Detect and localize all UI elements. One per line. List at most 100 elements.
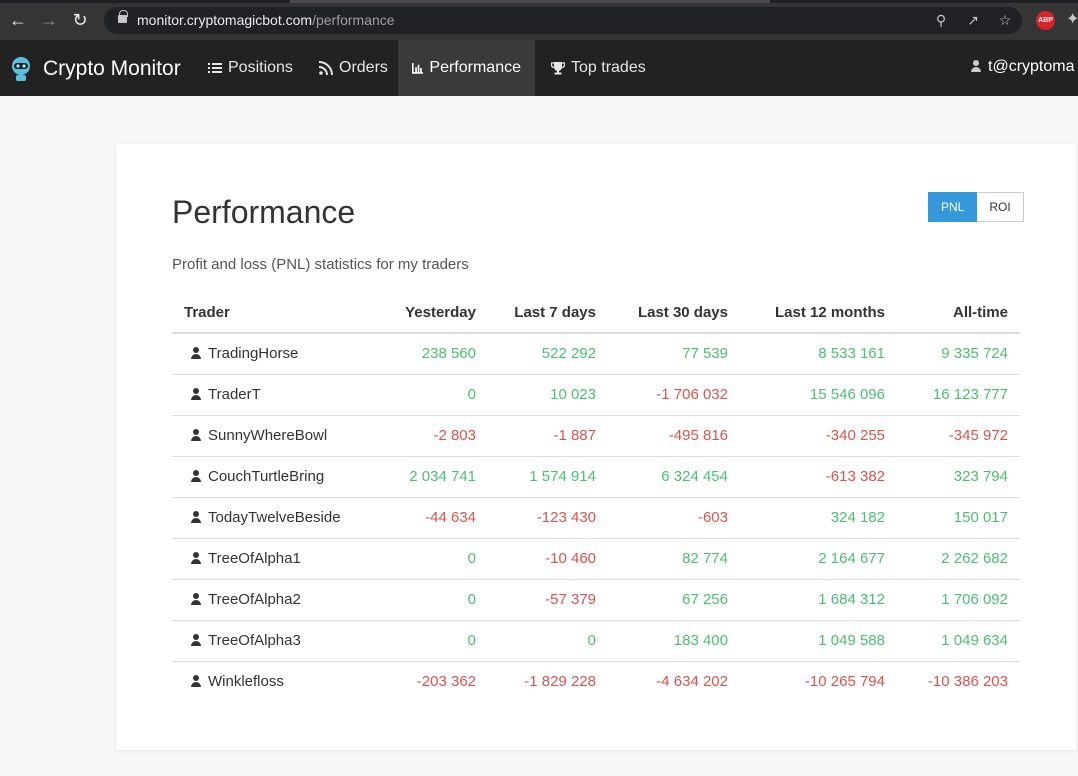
trader-name: SunnyWhereBowl [208,427,328,444]
list-icon [208,63,222,73]
pnl-value: 150 017 [897,497,1020,539]
bar-chart-icon [412,63,424,74]
nav-performance[interactable]: Performance [398,40,535,96]
adblock-icon[interactable]: ABP [1036,11,1055,30]
browser-tab-strip [290,0,770,3]
pnl-value: 0 [356,374,488,416]
trader-name: TraderT [208,386,261,403]
back-arrow-icon[interactable]: ← [9,10,27,30]
pnl-value: -10 265 794 [804,673,885,691]
trader-name: TradingHorse [208,345,299,363]
pnl-value: 2 262 682 [897,538,1020,580]
user-menu[interactable]: t@cryptoma [970,58,1074,76]
pnl-value: 183 400 [608,620,740,662]
brand-title[interactable]: Crypto Monitor [43,57,181,80]
header-yesterday[interactable]: Yesterday [356,292,488,334]
trader-cell[interactable]: TradingHorse [172,333,356,375]
user-icon [190,675,202,688]
table-row: SunnyWhereBowl -2 803 -1 887 -495 816 -3… [172,415,1020,457]
pnl-value: -57 379 [488,579,608,621]
pnl-value: 8 533 161 [740,333,897,375]
lock-icon[interactable] [118,10,128,23]
header-last-30-days[interactable]: Last 30 days [608,292,740,334]
pnl-value: 82 774 [608,538,740,580]
pnl-value: -1 887 [488,415,608,457]
trophy-icon [551,62,565,75]
table-header-row: Trader Yesterday Last 7 days Last 30 day… [172,292,1020,334]
pnl-value: 0 [488,620,608,662]
user-icon [190,388,202,400]
nav-top-trades-label: Top trades [571,59,646,76]
pnl-value: 67 256 [608,579,740,621]
pnl-toggle-button[interactable]: PNL [928,192,978,222]
user-icon [190,511,202,523]
roi-toggle-button[interactable]: ROI [977,192,1024,222]
table-row: TradingHorse 238 560 522 292 77 539 8 53… [172,333,1020,375]
page-subtitle: Profit and loss (PNL) statistics for my … [172,256,469,273]
pnl-value: -4 634 202 [656,673,728,691]
table-row: Winklefloss -203 362 -1 829 228 -4 634 2… [172,661,1020,702]
table-row: TodayTwelveBeside -44 634 -123 430 -603 … [172,497,1020,539]
nav-positions-label: Positions [228,59,293,76]
url-text[interactable]: monitor.cryptomagicbot.com/performance [137,12,395,28]
header-last-12-months[interactable]: Last 12 months [740,292,897,334]
pnl-value: 16 123 777 [897,374,1020,416]
trader-cell[interactable]: TreeOfAlpha2 [172,579,356,621]
trader-cell[interactable]: Winklefloss [172,661,356,702]
user-email: t@cryptoma [988,58,1075,75]
pnl-value: 6 324 454 [608,456,740,498]
puzzle-icon[interactable]: ✦ [1066,11,1078,28]
header-all-time[interactable]: All-time [897,292,1020,334]
header-trader[interactable]: Trader [172,292,356,334]
trader-cell[interactable]: TreeOfAlpha1 [172,538,356,580]
pnl-value: 0 [356,538,488,580]
metric-toggle: PNL ROI [928,192,1024,222]
user-icon [190,429,202,441]
pnl-value: 2 164 677 [740,538,897,580]
nav-positions[interactable]: Positions [194,40,307,96]
star-icon[interactable]: ☆ [998,12,1012,28]
pnl-value: -10 460 [488,538,608,580]
pnl-value: -203 362 [416,673,476,691]
nav-top-trades[interactable]: Top trades [537,40,660,96]
pnl-value: 238 560 [356,333,488,375]
pnl-value: -1 829 228 [524,673,596,691]
nav-orders-label: Orders [339,59,388,76]
pnl-value: -495 816 [608,415,740,457]
pnl-value: -10 386 203 [927,673,1008,691]
browser-toolbar: ← → ↻ monitor.cryptomagicbot.com/perform… [0,0,1078,40]
pnl-value: -345 972 [897,415,1020,457]
pnl-value: 77 539 [608,333,740,375]
pnl-value: 0 [356,620,488,662]
trader-cell[interactable]: TodayTwelveBeside [172,497,356,539]
pnl-value: -613 382 [740,456,897,498]
nav-orders[interactable]: Orders [305,40,402,96]
header-last-7-days[interactable]: Last 7 days [488,292,608,334]
table-row: TreeOfAlpha2 0 -57 379 67 256 1 684 312 … [172,579,1020,621]
pnl-value: 10 023 [488,374,608,416]
trader-name: TreeOfAlpha3 [208,632,301,649]
table-row: TreeOfAlpha1 0 -10 460 82 774 2 164 677 … [172,538,1020,580]
pnl-value: 522 292 [488,333,608,375]
trader-cell[interactable]: CouchTurtleBring [172,456,356,498]
key-icon[interactable]: ⚲ [935,12,947,28]
user-icon [190,552,202,564]
trader-name: CouchTurtleBring [208,468,325,485]
pnl-value: -1 706 032 [608,374,740,416]
performance-table: Trader Yesterday Last 7 days Last 30 day… [172,292,1020,702]
trader-cell[interactable]: TreeOfAlpha3 [172,620,356,662]
reload-icon[interactable]: ↻ [72,10,88,30]
user-icon [190,347,202,360]
trader-cell[interactable]: TraderT [172,374,356,416]
pnl-value: -44 634 [356,497,488,539]
forward-arrow-icon[interactable]: → [40,10,58,30]
pnl-value: 323 794 [897,456,1020,498]
pnl-value: 1 049 588 [740,620,897,662]
robot-logo-icon [12,57,30,81]
address-bar[interactable]: monitor.cryptomagicbot.com/performance ⚲… [104,7,1022,34]
trader-cell[interactable]: SunnyWhereBowl [172,415,356,457]
share-icon[interactable]: ↗ [967,12,979,28]
pnl-value: 2 034 741 [356,456,488,498]
table-row: TraderT 0 10 023 -1 706 032 15 546 096 1… [172,374,1020,416]
pnl-value: -340 255 [740,415,897,457]
